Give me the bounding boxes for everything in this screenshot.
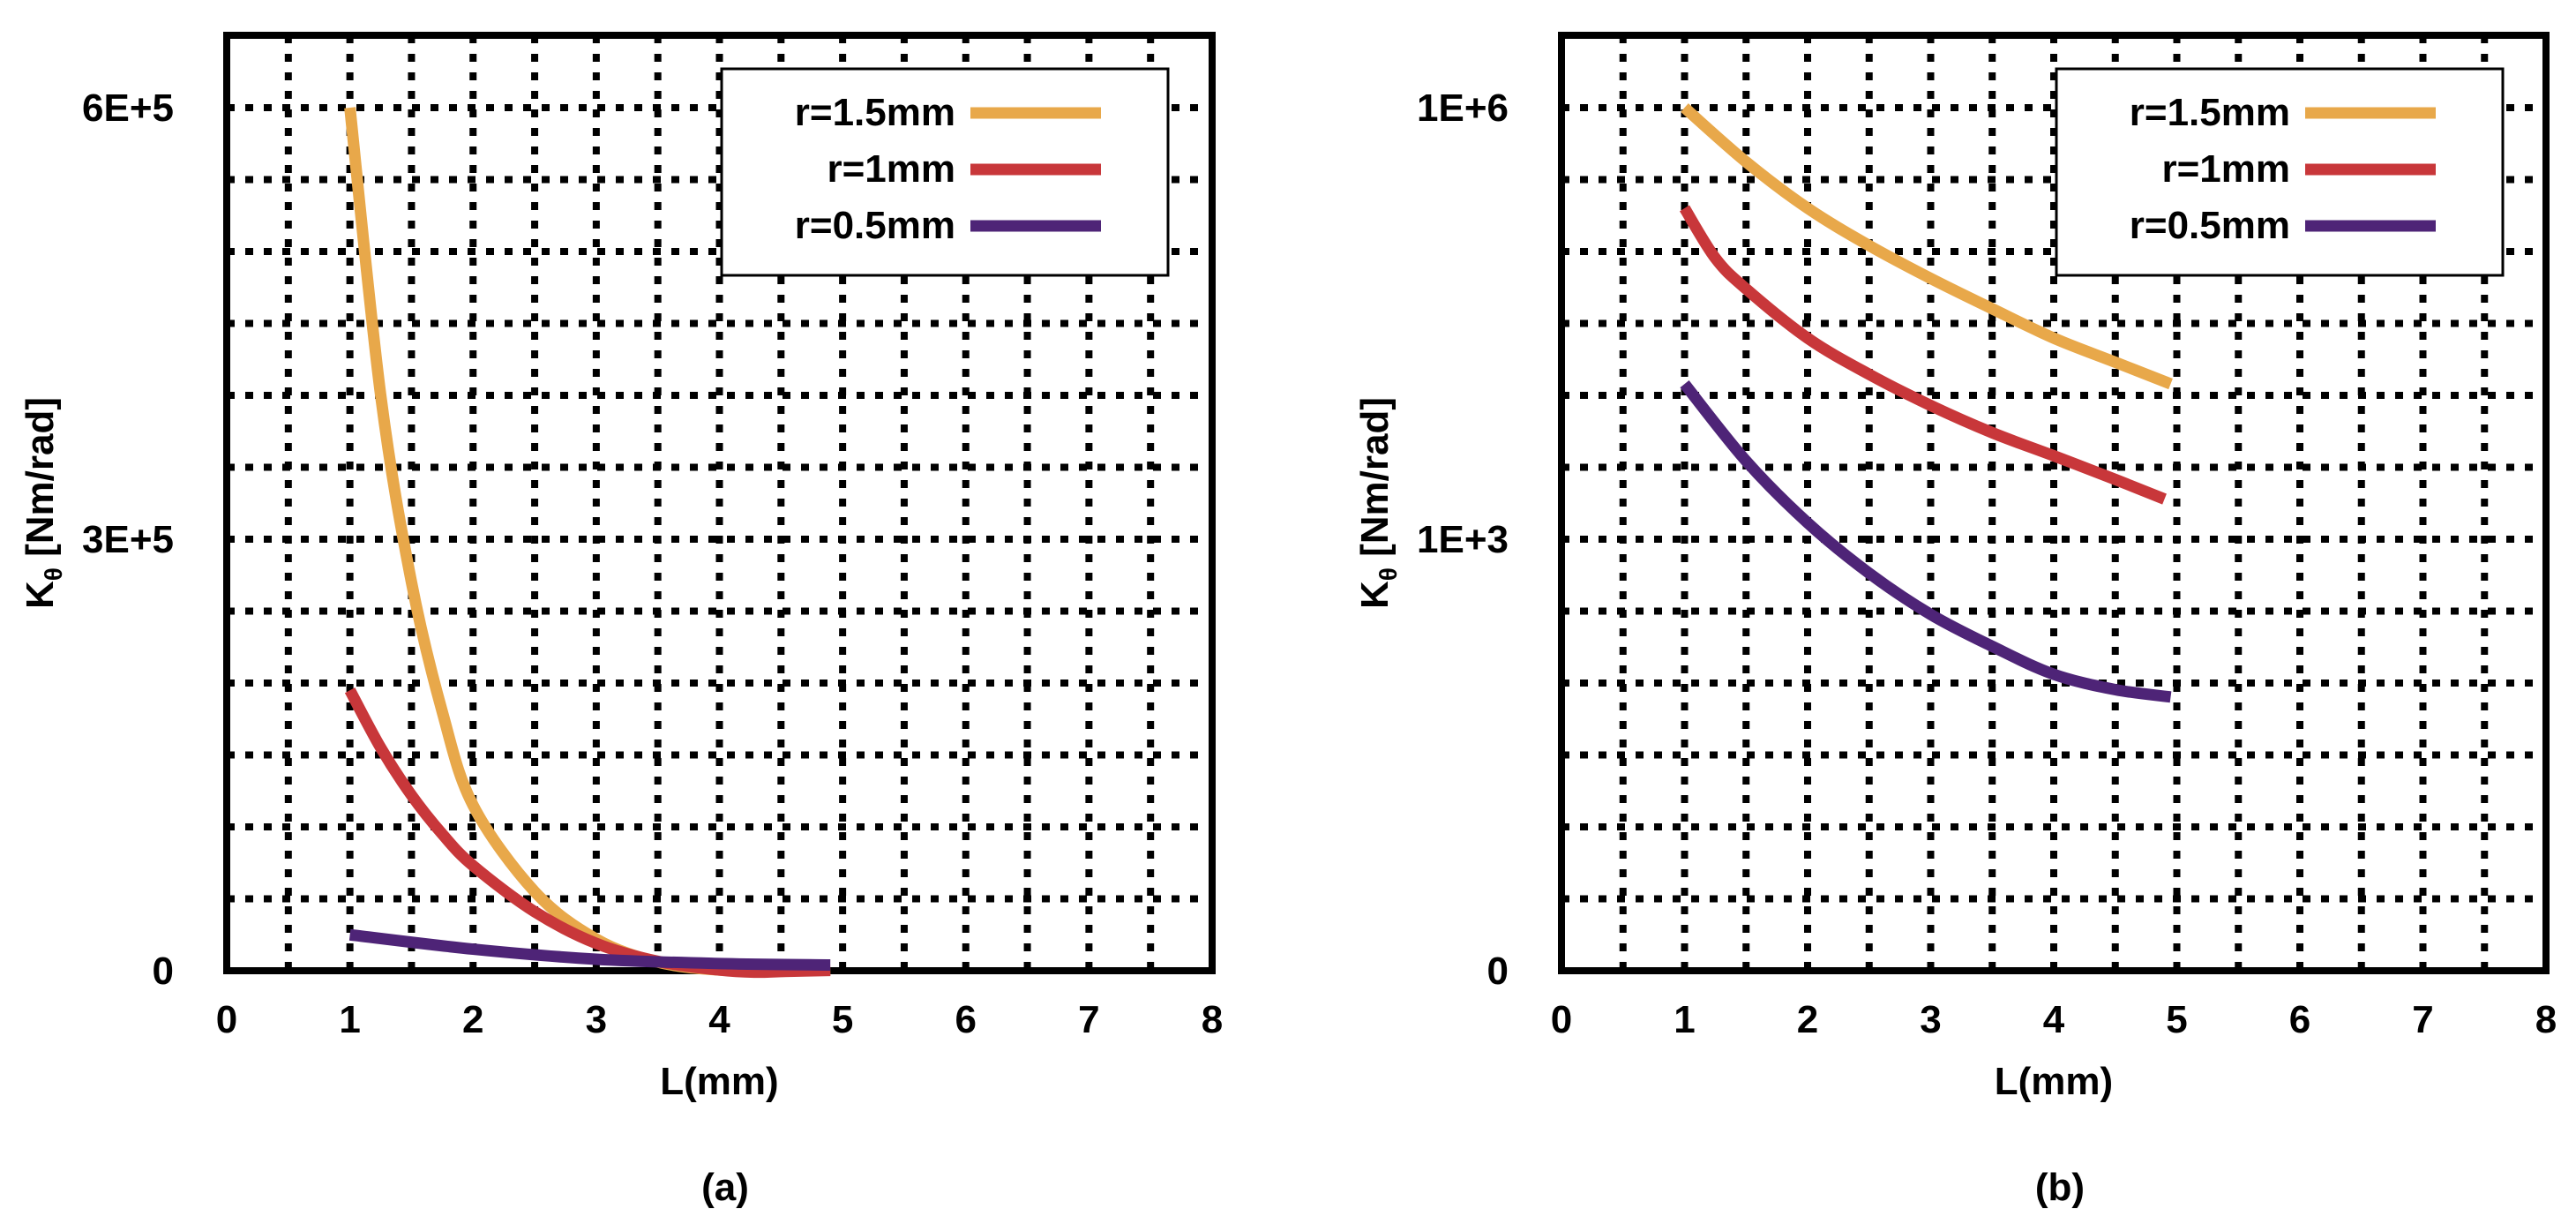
y-axis-label-main: K <box>19 581 62 609</box>
x-tick-label: 3 <box>1920 998 1941 1041</box>
series-line <box>348 928 831 971</box>
x-tick-label: 0 <box>216 998 237 1041</box>
legend-label: r=0.5mm <box>795 204 955 247</box>
legend-label: r=1mm <box>2161 147 2290 191</box>
y-axis-label: Kθ [Nm/rad] <box>19 397 67 609</box>
y-tick-label: 1E+3 <box>1417 518 1509 561</box>
x-axis-label: L(mm) <box>1995 1060 2113 1103</box>
y-tick-label: 0 <box>153 950 174 993</box>
legend-label: r=1.5mm <box>2130 91 2290 134</box>
x-tick-label: 3 <box>586 998 607 1041</box>
legend-label: r=0.5mm <box>2130 204 2290 247</box>
x-tick-label: 8 <box>1202 998 1223 1041</box>
y-axis-label: Kθ [Nm/rad] <box>1353 397 1402 609</box>
y-axis-label-subscript: θ <box>40 567 67 581</box>
x-tick-label: 7 <box>2412 998 2433 1041</box>
x-tick-label: 5 <box>832 998 853 1041</box>
x-tick-label: 4 <box>708 998 730 1041</box>
panel-caption: (a) <box>701 1166 749 1209</box>
series-line <box>1679 205 2167 505</box>
plot-frame <box>1558 32 2550 974</box>
x-tick-label: 4 <box>2043 998 2065 1041</box>
series-line <box>1680 380 2172 703</box>
x-tick-label: 6 <box>2289 998 2310 1041</box>
chart-panel-b: 0 1 2 3 4 5 6 7 8 0 1E+3 1E+6 L(mm) Kθ [Nm/rad] (b) r=1… <box>1353 32 2557 1209</box>
y-tick-label: 3E+5 <box>82 518 174 561</box>
legend-label: r=1mm <box>827 147 955 191</box>
x-tick-label: 1 <box>339 998 360 1041</box>
y-axis-label-subscript: θ <box>1374 567 1402 581</box>
x-axis-label: L(mm) <box>660 1060 778 1103</box>
series-line <box>1681 103 2173 390</box>
y-axis-label-units: [Nm/rad] <box>19 397 62 567</box>
y-axis-label-units: [Nm/rad] <box>1353 397 1397 567</box>
y-tick-label: 0 <box>1487 950 1509 993</box>
panel-caption: (b) <box>2035 1166 2085 1209</box>
series-line <box>344 687 831 979</box>
y-tick-label: 1E+6 <box>1417 86 1509 130</box>
x-tick-label: 7 <box>1078 998 1099 1041</box>
y-axis-label-main: K <box>1353 581 1397 609</box>
x-tick-label: 8 <box>2535 998 2557 1041</box>
x-tick-label: 6 <box>955 998 977 1041</box>
chart-panel-a: 0 1 2 3 4 5 6 7 8 0 3E+5 6E+5 L(mm) Kθ [Nm/rad] (a) r=1… <box>19 32 1223 1209</box>
x-tick-label: 2 <box>1797 998 1818 1041</box>
x-tick-label: 0 <box>1551 998 1572 1041</box>
x-tick-label: 1 <box>1674 998 1695 1041</box>
x-tick-label: 2 <box>462 998 483 1041</box>
legend-label: r=1.5mm <box>795 91 955 134</box>
x-tick-label: 5 <box>2166 998 2187 1041</box>
y-tick-label: 6E+5 <box>82 86 174 130</box>
